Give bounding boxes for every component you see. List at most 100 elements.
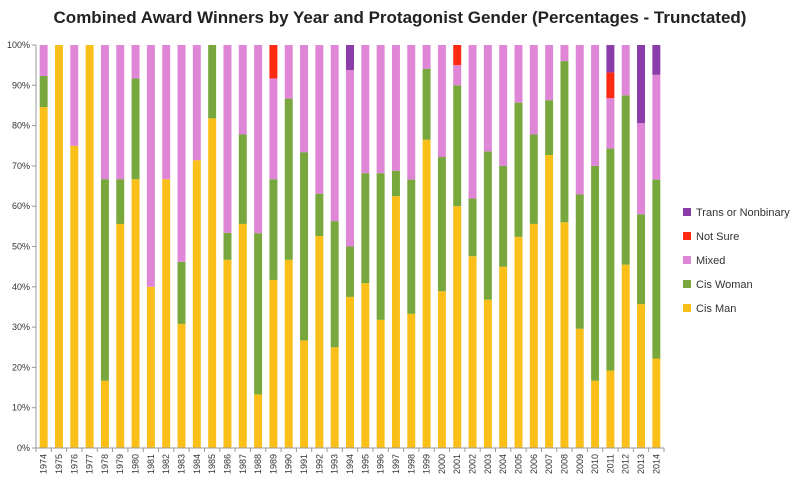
bar-segment-cis-man-1979 (116, 223, 125, 448)
x-tick-label: 2013 (636, 454, 646, 474)
bar-segment-cis-man-1998 (407, 313, 416, 448)
bar-segment-cis-woman-2006 (529, 134, 538, 224)
bar-segment-mixed-1988 (254, 45, 263, 234)
bar-segment-cis-woman-2012 (621, 95, 630, 265)
bar-segment-cis-woman-2013 (637, 214, 646, 305)
bar-segment-mixed-2014 (652, 74, 661, 180)
bar-segment-mixed-1986 (223, 45, 232, 233)
bar-segment-cis-man-1982 (162, 179, 171, 448)
bar-segment-mixed-1982 (162, 45, 171, 180)
bar-segment-cis-man-1975 (54, 45, 63, 448)
bar-segment-mixed-2000 (437, 45, 446, 158)
x-tick-label: 2010 (590, 454, 600, 474)
y-tick-label: 30% (12, 322, 30, 332)
bar-segment-cis-man-2004 (499, 266, 508, 448)
bar-segment-cis-man-2002 (468, 256, 477, 448)
x-tick-label: 1994 (345, 454, 355, 474)
bar-segment-cis-woman-2010 (591, 165, 600, 381)
bar-segment-cis-man-1997 (391, 196, 400, 448)
bar-segment-cis-man-2009 (575, 328, 584, 448)
bar-segment-cis-woman-1978 (100, 179, 109, 381)
legend-swatch (683, 304, 691, 312)
x-tick-label: 2005 (513, 454, 523, 474)
bar-segment-cis-man-2012 (621, 264, 630, 448)
bar-segment-cis-woman-1988 (254, 233, 263, 395)
x-tick-label: 2004 (498, 454, 508, 474)
bar-segment-cis-woman-1974 (39, 76, 48, 108)
x-tick-label: 2001 (452, 454, 462, 474)
bar-segment-cis-man-2006 (529, 223, 538, 448)
x-tick-label: 2007 (544, 454, 554, 474)
x-tick-label: 1992 (314, 454, 324, 474)
bar-segment-cis-man-1996 (376, 319, 385, 448)
bar-segment-mixed-1994 (346, 69, 354, 247)
bar-segment-mixed-2003 (483, 45, 492, 152)
bar-segment-cis-woman-1995 (361, 173, 370, 284)
bar-segment-cis-man-1986 (223, 259, 232, 448)
bar-segment-cis-man-1976 (70, 145, 79, 448)
bar-segment-cis-man-2011 (606, 370, 615, 448)
bar-segment-cis-man-2005 (514, 236, 523, 448)
legend-swatch (683, 280, 691, 288)
bar-segment-mixed-2011 (606, 98, 615, 149)
bar-segment-cis-man-2000 (437, 291, 446, 448)
bar-segment-cis-woman-1996 (376, 173, 385, 320)
bar-segment-mixed-2009 (575, 45, 584, 195)
bar-segment-cis-woman-1994 (346, 246, 354, 297)
legend-label: Trans or Nonbinary (696, 207, 790, 219)
legend-swatch (683, 208, 691, 216)
bar-segment-not-sure-2011 (606, 72, 615, 99)
x-tick-label: 1996 (376, 454, 386, 474)
bar-segment-cis-man-1993 (330, 347, 339, 448)
bar-segment-cis-man-1995 (361, 283, 370, 448)
bar-segment-cis-man-1992 (315, 236, 324, 448)
bar-segment-cis-man-2014 (652, 358, 661, 448)
x-tick-label: 1995 (360, 454, 370, 474)
x-axis: 1974 1975 1976 1977 1978 1979 1980 1981 1982 1983… (35, 447, 665, 474)
x-tick-label: 2009 (575, 454, 585, 474)
bar-segment-mixed-2008 (560, 45, 569, 62)
bar-segment-mixed-1976 (70, 45, 79, 146)
x-tick-label: 1993 (330, 454, 340, 474)
bar-segment-mixed-1980 (131, 45, 140, 79)
bar-segment-cis-man-1987 (238, 223, 247, 448)
bar-segment-cis-woman-2009 (575, 194, 584, 329)
bar-segment-trans-or-nonbinary-2014 (652, 45, 661, 75)
x-tick-label: 1982 (161, 454, 171, 474)
y-tick-label: 90% (12, 80, 30, 90)
y-tick-label: 0% (17, 443, 30, 453)
bar-segment-cis-woman-1992 (315, 193, 324, 237)
bar-segment-mixed-1999 (422, 45, 431, 69)
x-tick-label: 1985 (207, 454, 217, 474)
bar-segment-cis-man-1985 (208, 118, 217, 448)
x-tick-label: 1977 (85, 454, 95, 474)
bar-segment-mixed-1992 (315, 45, 324, 194)
bar-segment-cis-man-1994 (346, 296, 354, 448)
x-tick-label: 1976 (69, 454, 79, 474)
bar-segment-not-sure-2001 (453, 45, 462, 66)
x-tick-label: 1991 (299, 454, 309, 474)
bar-segment-mixed-2010 (591, 45, 600, 166)
bar-segment-cis-man-1991 (300, 340, 309, 448)
y-tick-label: 80% (12, 121, 30, 131)
bar-segment-cis-woman-1985 (208, 45, 217, 119)
bar-segment-cis-woman-2011 (606, 148, 615, 371)
bar-segment-trans-or-nonbinary-2011 (606, 45, 615, 73)
bar-segment-cis-man-2013 (637, 304, 646, 448)
bar-segment-mixed-2007 (545, 45, 554, 101)
bar-segment-cis-woman-2000 (437, 157, 446, 292)
y-tick-label: 70% (12, 161, 30, 171)
bar-segment-cis-woman-2008 (560, 61, 569, 223)
bar-segment-mixed-1979 (116, 45, 125, 180)
x-tick-label: 2000 (437, 454, 447, 474)
bar-segment-cis-man-2008 (560, 222, 569, 448)
bar-segment-mixed-1990 (284, 45, 293, 99)
legend: Trans or Nonbinary Not Sure Mixed Cis Woman… (683, 207, 790, 315)
bar-segment-mixed-1998 (407, 45, 416, 180)
x-tick-label: 1981 (146, 454, 156, 474)
bar-segment-cis-man-1989 (269, 279, 278, 448)
x-tick-label: 1990 (284, 454, 294, 474)
x-tick-label: 1986 (222, 454, 232, 474)
bar-segment-cis-woman-1991 (300, 152, 309, 341)
